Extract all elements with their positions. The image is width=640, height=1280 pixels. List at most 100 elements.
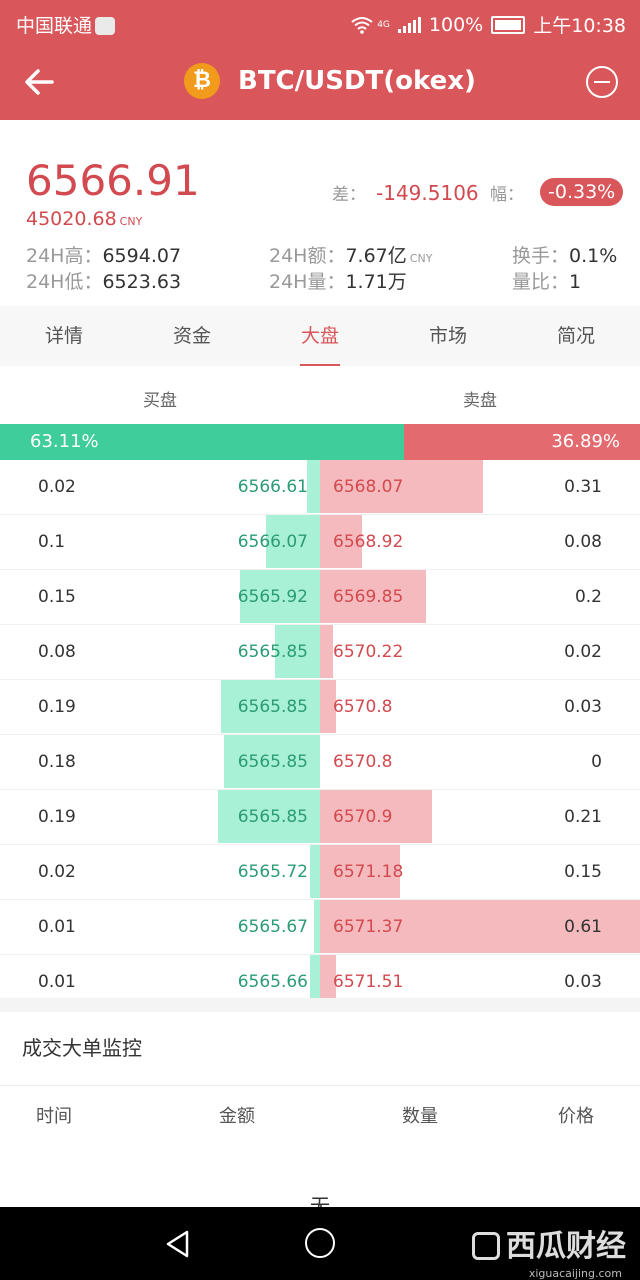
tab-details[interactable]: 详情 <box>44 325 83 347</box>
order-book-row: 0.01 6565.67 6571.37 0.61 <box>0 900 640 955</box>
sell-quantity: 0.08 <box>564 532 602 552</box>
buy-depth-bar <box>307 460 320 513</box>
stat-volume: 24H量：1.71万 <box>269 267 407 294</box>
sell-depth-bar <box>320 955 336 1008</box>
buy-ratio-fill <box>0 424 404 460</box>
carrier-name: 中国联通 <box>16 15 93 37</box>
order-book-row: 0.18 6565.85 6570.8 0 <box>0 735 640 790</box>
column-time: 时间 <box>36 1106 72 1127</box>
price-cny: 45020.68 CNY <box>26 208 142 230</box>
buy-price: 6565.85 <box>237 697 308 717</box>
column-amount: 金额 <box>219 1106 255 1127</box>
stat-high: 24H高：6594.07 <box>26 241 181 268</box>
price-cny-value: 45020.68 <box>26 208 117 230</box>
sell-depth-bar <box>320 460 483 513</box>
sell-depth-bar <box>320 900 640 953</box>
sell-price: 6571.37 <box>333 917 404 937</box>
back-arrow-icon[interactable] <box>22 64 58 100</box>
stat-value: 6523.63 <box>102 271 182 293</box>
system-nav-bar: 西瓜财经 xiguacaijing.com <box>0 1207 640 1280</box>
bitcoin-icon: ₿ <box>184 63 220 99</box>
sell-price: 6571.18 <box>333 862 404 882</box>
monitor-title: 成交大单监控 <box>22 1036 142 1060</box>
sell-price: 6571.51 <box>333 972 404 992</box>
buy-sell-ratio-bar: 63.11% 36.89% <box>0 424 640 460</box>
buy-ratio-text: 63.11% <box>30 431 99 452</box>
sell-quantity: 0.15 <box>564 862 602 882</box>
notification-icon <box>95 17 116 35</box>
order-book-row: 0.01 6565.66 6571.51 0.03 <box>0 955 640 1010</box>
sell-depth-bar <box>320 845 400 898</box>
column-price: 价格 <box>558 1106 594 1127</box>
stat-value: 7.67亿 <box>345 245 407 267</box>
sell-depth-bar <box>320 515 362 568</box>
diff-label: 差： <box>332 185 366 205</box>
status-icons: 4G 100% 上午10:38 <box>351 11 626 38</box>
buy-quantity: 0.15 <box>38 587 76 607</box>
nav-back-icon[interactable] <box>163 1229 193 1259</box>
sell-price: 6570.9 <box>333 807 393 827</box>
change-badge: -0.33% <box>540 178 624 206</box>
buy-quantity: 0.18 <box>38 752 76 772</box>
sell-quantity: 0.21 <box>564 807 602 827</box>
buy-depth-bar <box>240 570 320 623</box>
stat-value: 1.71万 <box>345 271 407 293</box>
buy-price: 6565.85 <box>237 642 308 662</box>
tab-market-depth[interactable]: 大盘 <box>256 306 384 366</box>
sell-quantity: 0.03 <box>564 972 602 992</box>
ticker-panel: 6566.91 45020.68 CNY 差： -149.5106 幅： -0.33%… <box>0 120 640 304</box>
buy-depth-bar <box>266 515 320 568</box>
stat-volume-ratio: 量比：1 <box>512 267 581 294</box>
buy-depth-bar <box>310 845 320 898</box>
sell-quantity: 0.31 <box>564 477 602 497</box>
buy-quantity: 0.01 <box>38 917 76 937</box>
sell-label: 卖盘 <box>463 391 497 411</box>
stat-label: 24H额： <box>269 245 346 267</box>
tab-overview[interactable]: 简况 <box>556 325 595 347</box>
order-book-row: 0.19 6565.85 6570.8 0.03 <box>0 680 640 735</box>
order-book-header: 买盘 卖盘 <box>0 366 640 424</box>
buy-price: 6565.72 <box>237 862 308 882</box>
cny-unit: CNY <box>409 252 433 265</box>
page-title: BTC/USDT(okex) <box>238 66 476 96</box>
buy-depth-bar <box>314 900 320 953</box>
column-quantity: 数量 <box>402 1106 438 1127</box>
sell-depth-bar <box>320 625 333 678</box>
section-divider <box>0 998 640 1012</box>
stat-label: 24H量： <box>269 271 346 293</box>
sell-ratio-fill <box>404 424 640 460</box>
order-book-row: 0.02 6565.72 6571.18 0.15 <box>0 845 640 900</box>
tab-bar: 详情 资金 大盘 市场 简况 <box>0 306 640 366</box>
buy-price: 6566.61 <box>237 477 308 497</box>
buy-depth-bar <box>275 625 320 678</box>
tab-markets[interactable]: 市场 <box>428 325 467 347</box>
sell-depth-bar <box>320 680 336 733</box>
price-diff: 差： -149.5106 <box>332 180 479 205</box>
order-book-list: 0.02 6566.61 6568.07 0.31 0.1 6566.07 6568.92 0… <box>0 460 640 1010</box>
buy-price: 6565.92 <box>237 587 308 607</box>
buy-depth-bar <box>310 955 320 1008</box>
buy-quantity: 0.1 <box>38 532 66 552</box>
more-menu-icon[interactable] <box>586 66 618 98</box>
change-label: 幅： <box>490 184 524 205</box>
sell-price: 6570.8 <box>333 752 393 772</box>
stat-label: 24H高： <box>26 245 103 267</box>
sell-quantity: 0 <box>591 752 602 772</box>
sell-price: 6568.92 <box>333 532 404 552</box>
nav-home-icon[interactable] <box>305 1228 335 1258</box>
buy-quantity: 0.19 <box>38 807 76 827</box>
stat-turnover: 24H额：7.67亿 CNY <box>269 241 432 268</box>
order-book-row: 0.1 6566.07 6568.92 0.08 <box>0 515 640 570</box>
tab-funds[interactable]: 资金 <box>172 325 211 347</box>
sell-price: 6569.85 <box>333 587 404 607</box>
clock: 上午10:38 <box>533 15 626 37</box>
order-book-row: 0.19 6565.85 6570.9 0.21 <box>0 790 640 845</box>
diff-value: -149.5106 <box>376 181 479 205</box>
stat-value: 1 <box>569 271 582 293</box>
buy-label: 买盘 <box>143 391 177 411</box>
battery-percent: 100% <box>428 13 484 36</box>
wifi-icon <box>351 16 373 34</box>
buy-depth-bar <box>221 680 320 733</box>
sell-quantity: 0.02 <box>564 642 602 662</box>
carrier: 中国联通 <box>16 11 116 38</box>
